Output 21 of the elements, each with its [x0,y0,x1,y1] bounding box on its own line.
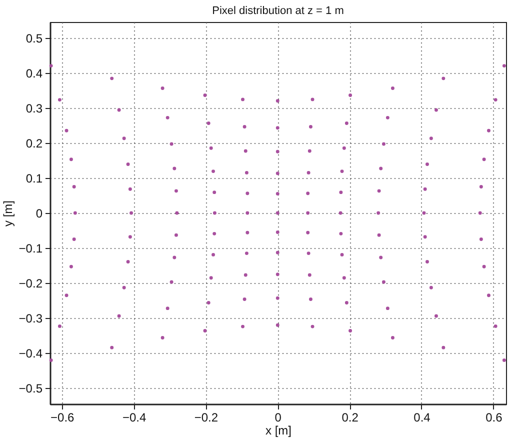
y-tick-label: 0 [36,206,43,220]
y-tick-label: 0.2 [26,136,43,150]
x-tick-label: 0.4 [414,410,431,424]
x-tick-label: 0.2 [342,410,359,424]
x-tick-label: 0 [274,410,282,424]
y-tick-label: −0.2 [18,276,43,291]
x-tick-label: −0.2 [194,410,218,424]
y-axis-title: y [m] [0,200,15,226]
y-tick-label: 0.1 [26,171,43,186]
y-tick-label: 0.3 [26,101,43,116]
x-tick-label: 0.6 [486,410,503,424]
y-tick-label: −0.5 [18,382,43,396]
x-axis-title: x [m] [266,424,292,438]
y-tick-label: 0.5 [26,31,43,46]
y-tick-label: −0.4 [18,346,43,361]
y-tick-label: 0.4 [26,66,43,80]
y-tick-label: −0.1 [18,242,43,256]
x-tick-label: −0.6 [50,410,75,424]
chart-title: Pixel distribution at z = 1 m [212,5,344,17]
x-tick-label: −0.4 [122,410,146,424]
y-tick-label: −0.3 [18,312,43,326]
